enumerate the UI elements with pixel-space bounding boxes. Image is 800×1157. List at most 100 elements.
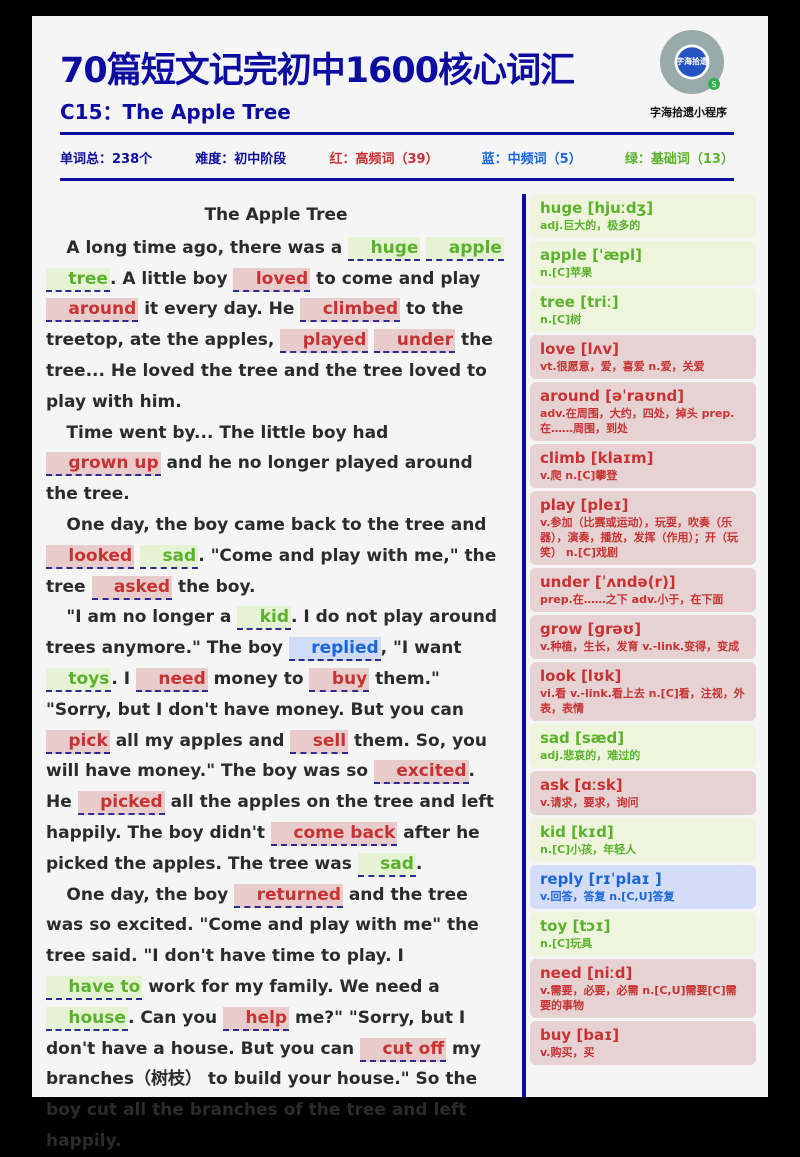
text: . He — [46, 761, 476, 813]
keyword-grown-up[interactable]: grown up — [46, 452, 161, 477]
keyword-loved[interactable]: loved — [233, 267, 311, 292]
lesson-subtitle: C15：The Apple Tree — [60, 100, 291, 124]
keyword-help[interactable]: help — [223, 1006, 290, 1031]
word-def: v.需要，必要，必需 n.[C,U]需要[C]需要的事物 — [540, 984, 737, 1012]
keyword-need[interactable]: need — [136, 667, 208, 692]
word-card-buy[interactable]: buy [baɪ] v.购买，买 — [530, 1021, 756, 1065]
word-head: kid [kɪd] — [540, 823, 614, 841]
word-head: apple ['æpl] — [540, 246, 643, 264]
keyword-sad[interactable]: sad — [140, 544, 199, 569]
word-card-sad[interactable]: sad [sæd] adj.悲哀的，难过的 — [530, 724, 756, 768]
text: and the tree was so excited. "Come and p… — [46, 884, 479, 967]
word-def: v.请求，要求，询问 — [540, 796, 639, 809]
text: One day, the boy came back to the tree a… — [66, 514, 487, 535]
keyword-around[interactable]: around — [46, 298, 139, 323]
paragraph-3: One day, the boy came back to the tree a… — [46, 510, 506, 602]
word-def: vi.看 v.-link.看上去 n.[C]看，注视，外表，表情 — [540, 687, 745, 715]
keyword-tree[interactable]: tree — [46, 267, 110, 292]
word-head: buy [baɪ] — [540, 1026, 620, 1044]
paragraph-1: A long time ago, there was a huge apple … — [46, 233, 506, 418]
text: them." "Sorry, but I don't have money. B… — [46, 668, 465, 720]
column-divider — [522, 194, 526, 1097]
word-card-look[interactable]: look [lʊk] vi.看 v.-link.看上去 n.[C]看，注视，外表，… — [530, 662, 756, 721]
text: . I do not play around trees anymore." T… — [46, 607, 498, 659]
keyword-returned[interactable]: returned — [234, 883, 343, 908]
word-def: n.[C]苹果 — [540, 266, 593, 279]
word-head: ask [ɑːsk] — [540, 776, 623, 794]
word-head: need [niːd] — [540, 964, 633, 982]
text: . Can you — [127, 1007, 224, 1028]
word-def: n.[C]玩具 — [540, 937, 593, 950]
word-card-under[interactable]: under [ˈʌndə(r)] prep.在……之下 adv.小于，在下面 — [530, 568, 756, 612]
keyword-cut-off[interactable]: cut off — [360, 1037, 447, 1062]
word-card-tree[interactable]: tree [triː] n.[C]树 — [530, 288, 756, 332]
word-head: play [pleɪ] — [540, 496, 629, 514]
paragraph-2: Time went by... The little boy had grown… — [46, 418, 506, 510]
word-card-huge[interactable]: huge [hjuːdʒ] adj.巨大的，极多的 — [530, 194, 756, 238]
word-card-around[interactable]: around [əˈraʊnd] adv.在周围，大约，四处，掉头 prep.在…… — [530, 382, 756, 441]
text: "I am no longer a — [66, 607, 238, 628]
word-head: toy [tɔɪ] — [540, 917, 611, 935]
keyword-apple[interactable]: apple — [426, 236, 504, 261]
word-card-grow[interactable]: grow [ɡrəʊ] v.种植，生长，发育 v.-link.变得，变成 — [530, 615, 756, 659]
word-head: grow [ɡrəʊ] — [540, 620, 642, 638]
text: the tree... He loved the tree and the tr… — [46, 330, 493, 412]
text: all my apples and — [109, 730, 291, 751]
text: One day, the boy — [66, 884, 235, 905]
qr-caption: 字海拾遗小程序 — [650, 106, 727, 119]
keyword-excited[interactable]: excited — [373, 760, 469, 785]
text: . — [415, 853, 423, 874]
word-def: prep.在……之下 adv.小于，在下面 — [540, 593, 724, 606]
keyword-toys[interactable]: toys — [46, 667, 112, 692]
keyword-sad-2[interactable]: sad — [357, 852, 416, 877]
keyword-sell[interactable]: sell — [290, 729, 349, 754]
text: Time went by... The little boy had — [66, 422, 389, 443]
word-card-ask[interactable]: ask [ɑːsk] v.请求，要求，询问 — [530, 771, 756, 815]
paragraph-4: "I am no longer a kid. I do not play aro… — [46, 602, 506, 879]
word-card-apple[interactable]: apple ['æpl] n.[C]苹果 — [530, 241, 756, 285]
text: after he picked the apples. The tree was — [46, 822, 480, 874]
text: work for my family. We need a — [142, 976, 440, 997]
header-divider-top — [60, 132, 734, 135]
word-card-toy[interactable]: toy [tɔɪ] n.[C]玩具 — [530, 912, 756, 956]
word-head: around [əˈraʊnd] — [540, 387, 685, 405]
keyword-kid[interactable]: kid — [237, 606, 291, 631]
stat-mid-freq: 蓝：中频词（5） — [481, 152, 582, 167]
word-card-climb[interactable]: climb [klaɪm] v.爬 n.[C]攀登 — [530, 444, 756, 488]
page-title: 70篇短文记完初中1600核心词汇 — [60, 51, 575, 91]
word-card-kid[interactable]: kid [kɪd] n.[C]小孩，年轻人 — [530, 818, 756, 862]
word-def: vt.很愿意，爱，喜爱 n.爱，关爱 — [540, 360, 705, 373]
keyword-replied[interactable]: replied — [288, 637, 381, 662]
word-card-love[interactable]: love [lʌv] vt.很愿意，爱，喜爱 n.爱，关爱 — [530, 335, 756, 379]
text: money to — [207, 668, 310, 689]
keyword-house[interactable]: house — [46, 1006, 128, 1031]
keyword-under[interactable]: under — [374, 329, 456, 354]
keyword-pick[interactable]: pick — [46, 729, 110, 754]
text: . I — [111, 668, 137, 689]
keyword-huge[interactable]: huge — [348, 236, 421, 261]
word-card-need[interactable]: need [niːd] v.需要，必要，必需 n.[C,U]需要[C]需要的事物 — [530, 959, 756, 1018]
qr-code[interactable]: 字海拾遗 S — [660, 30, 724, 94]
keyword-asked[interactable]: asked — [91, 575, 173, 600]
word-head: under [ˈʌndə(r)] — [540, 573, 676, 591]
text: A long time ago, there was a — [66, 237, 349, 258]
word-def: v.爬 n.[C]攀登 — [540, 469, 618, 482]
keyword-climbed[interactable]: climbed — [300, 298, 401, 323]
word-card-play[interactable]: play [pleɪ] v.参加（比赛或运动），玩耍，吹奏（乐器），演奏，播放，发… — [530, 491, 756, 565]
text: to come and play — [310, 268, 481, 289]
keyword-have-to[interactable]: have to — [46, 975, 143, 1000]
word-head: tree [triː] — [540, 293, 619, 311]
keyword-played[interactable]: played — [280, 329, 369, 354]
article-title: The Apple Tree — [204, 205, 348, 225]
keyword-come-back[interactable]: come back — [270, 821, 398, 846]
keyword-picked[interactable]: picked — [77, 791, 165, 816]
word-card-reply[interactable]: reply [rɪˈplaɪ ] v.回答，答复 n.[C,U]答复 — [530, 865, 756, 909]
keyword-buy[interactable]: buy — [309, 667, 370, 692]
text: to the treetop, ate the apples, — [46, 299, 464, 351]
keyword-looked[interactable]: looked — [46, 544, 135, 569]
word-head: look [lʊk] — [540, 667, 622, 685]
stats-bar: 单词总：238个 难度：初中阶段 红：高频词（39） 蓝：中频词（5） 绿：基础… — [60, 148, 734, 167]
text: all the apples on the tree and left happ… — [46, 792, 494, 843]
text: . "Come and play with me," the tree — [46, 545, 497, 597]
stat-level: 难度：初中阶段 — [195, 152, 287, 167]
